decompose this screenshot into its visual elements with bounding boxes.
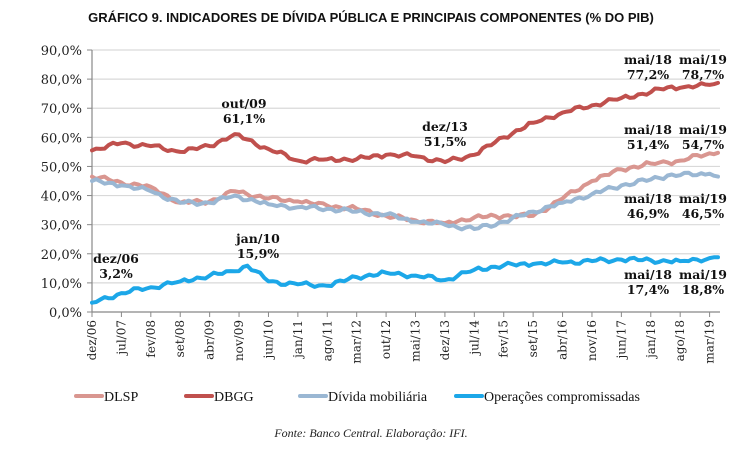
annotation-date: mai/19 xyxy=(679,267,727,282)
annotation-value: 78,7% xyxy=(682,67,724,82)
y-tick-label: 30,0% xyxy=(41,219,82,234)
annotations: out/0961,1%dez/1351,5%mai/1877,2%mai/197… xyxy=(93,52,727,297)
x-tick-label: dez/13 xyxy=(438,320,452,360)
x-tick-label: set/08 xyxy=(173,320,187,357)
annotation-date: mai/19 xyxy=(679,191,727,206)
annotation-value: 61,1% xyxy=(223,111,265,126)
annotation-date: mai/18 xyxy=(624,122,672,137)
x-tick-label: jun/10 xyxy=(261,320,275,361)
annotation-value: 51,5% xyxy=(424,134,466,149)
x-tick-label: nov/09 xyxy=(232,320,246,361)
legend-label: DLSP xyxy=(104,390,138,405)
y-tick-label: 40,0% xyxy=(41,190,82,205)
annotation-value: 77,2% xyxy=(627,67,669,82)
y-tick-label: 80,0% xyxy=(41,73,82,88)
x-tick-label: jul/14 xyxy=(467,320,481,357)
x-tick-label: nov/16 xyxy=(585,320,599,361)
series-line-opera-es-compromissadas xyxy=(90,255,720,305)
x-tick-label: ago/18 xyxy=(673,320,687,361)
x-tick-label: abr/16 xyxy=(556,320,570,360)
annotation-date: jan/10 xyxy=(235,231,280,246)
annotation-value: 51,4% xyxy=(627,137,669,152)
series-line-dbgg xyxy=(90,80,720,165)
x-axis-ticks: dez/06 jul/07 fev/08 set/08 abr/09 nov/09 jun/… xyxy=(85,320,717,364)
x-tick-label: jul/07 xyxy=(114,320,128,357)
annotation-date: out/09 xyxy=(221,96,266,111)
annotation-value: 46,5% xyxy=(682,206,724,221)
annotation-value: 46,9% xyxy=(627,206,669,221)
annotation-date: mai/19 xyxy=(679,52,727,67)
annotation-date: dez/06 xyxy=(93,251,139,266)
annotation-date: dez/13 xyxy=(422,119,468,134)
y-tick-label: 70,0% xyxy=(41,102,82,117)
chart-title: GRÁFICO 9. INDICADORES DE DÍVIDA PÚBLICA… xyxy=(88,10,654,25)
legend: DLSP DBGG Dívida mobiliária Operações compr… xyxy=(74,390,640,405)
annotation-value: 18,8% xyxy=(682,282,724,297)
x-tick-label: jan/18 xyxy=(644,320,658,360)
y-tick-label: 90,0% xyxy=(41,44,82,59)
annotation-date: mai/18 xyxy=(624,191,672,206)
y-tick-label: 60,0% xyxy=(41,131,82,146)
y-tick-label: 50,0% xyxy=(41,160,82,175)
legend-label: Operações compromissadas xyxy=(484,390,640,405)
x-tick-label: mar/19 xyxy=(703,320,717,364)
x-tick-label: dez/06 xyxy=(85,320,99,360)
x-tick-label: set/15 xyxy=(526,320,540,357)
annotation-value: 15,9% xyxy=(237,246,279,261)
gridlines xyxy=(92,49,720,284)
series-line-d-vida-mobili-ria xyxy=(90,170,720,232)
x-tick-label: abr/09 xyxy=(203,320,217,360)
y-axis-ticks: 0,0% 10,0% 20,0% 30,0% 40,0% 50,0% 60,0% 70,0% 8… xyxy=(41,44,82,321)
x-tick-label: fev/08 xyxy=(144,320,158,358)
y-tick-label: 0,0% xyxy=(49,306,82,321)
annotation-date: mai/18 xyxy=(624,267,672,282)
x-tick-label: mai/13 xyxy=(409,320,423,362)
x-tick-label: mar/12 xyxy=(350,320,364,364)
series-lines xyxy=(90,80,720,305)
x-tick-label: jun/17 xyxy=(614,320,628,361)
series-line-dlsp xyxy=(90,150,720,226)
annotation-date: mai/19 xyxy=(679,122,727,137)
x-tick-label: jan/11 xyxy=(291,320,305,360)
legend-label: DBGG xyxy=(214,390,254,405)
annotation-value: 17,4% xyxy=(627,282,669,297)
source-note: Fonte: Banco Central. Elaboração: IFI. xyxy=(274,426,468,440)
x-tick-label: ago/11 xyxy=(320,320,334,361)
y-tick-label: 10,0% xyxy=(41,277,82,292)
x-tick-label: out/12 xyxy=(379,320,393,359)
legend-label: Dívida mobiliária xyxy=(328,390,428,405)
x-tick-label: fev/15 xyxy=(497,320,511,358)
annotation-value: 3,2% xyxy=(99,266,133,281)
annotation-value: 54,7% xyxy=(682,137,724,152)
y-tick-label: 20,0% xyxy=(41,248,82,263)
annotation-date: mai/18 xyxy=(624,52,672,67)
